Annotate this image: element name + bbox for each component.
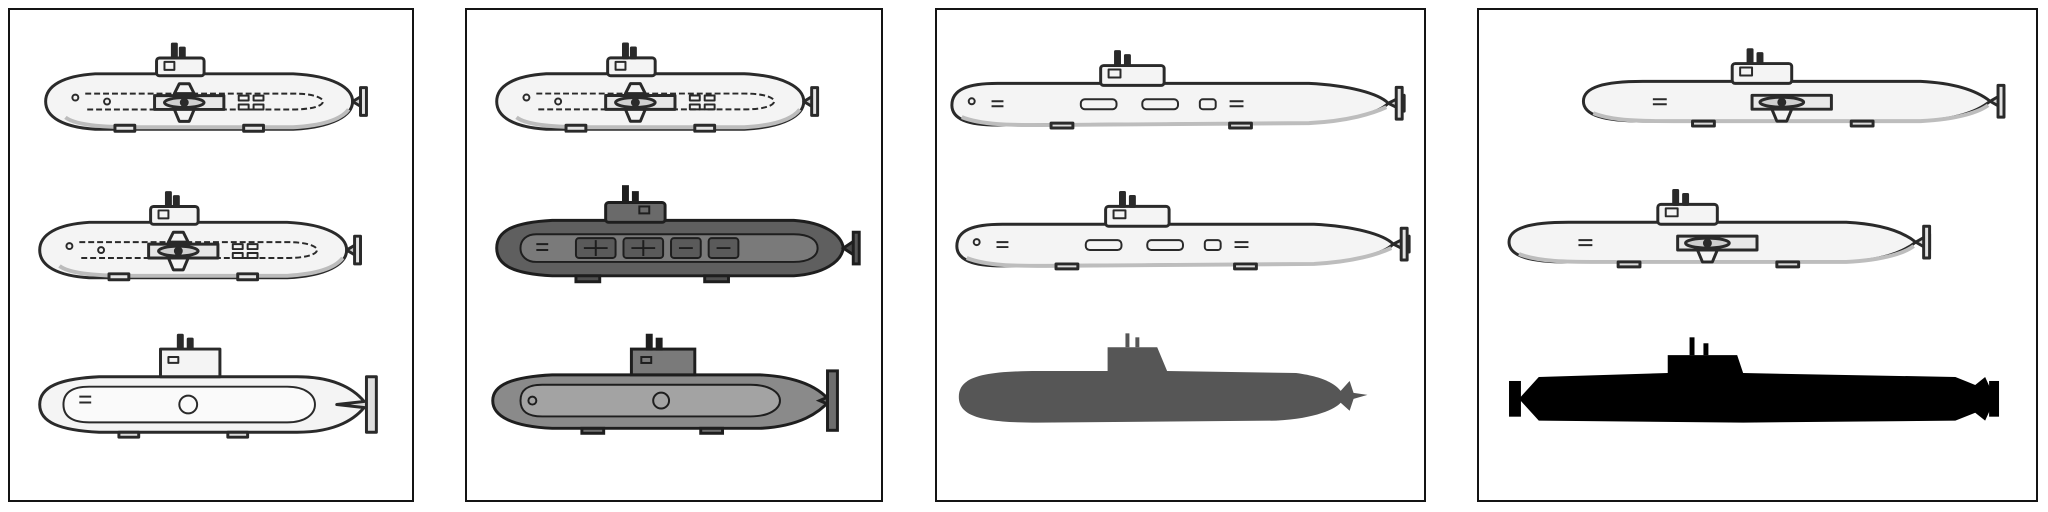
sub-silhouette-gray-sprite: [958, 333, 1368, 423]
panel-4-canvas: [1507, 47, 2006, 423]
panel-3-canvas: [949, 49, 1412, 423]
sub-side-gray-sprite: [491, 333, 839, 435]
panel-1-canvas: [37, 42, 378, 439]
sub-side-plain-sprite: [38, 333, 378, 439]
sub-long-b-sprite: [954, 190, 1412, 271]
sub-topdeck-dark-sprite: [495, 185, 861, 284]
sub-topdeck-light-sprite: [494, 42, 820, 134]
sprite-panel-2: [465, 8, 883, 502]
sub-topdeck-a-sprite: [43, 42, 369, 134]
sub-sleek-b-sprite: [1507, 188, 1932, 269]
sub-silhouette-black-sprite: [1509, 337, 2000, 423]
sub-topdeck-b-sprite: [37, 190, 363, 282]
sub-long-a-sprite: [949, 49, 1407, 131]
sub-sleek-a-sprite: [1581, 47, 2006, 129]
sprite-panel-3: [935, 8, 1426, 502]
panel-2-canvas: [491, 42, 861, 435]
sprite-panel-4: [1477, 8, 2038, 502]
sprite-panel-1: [8, 8, 414, 502]
